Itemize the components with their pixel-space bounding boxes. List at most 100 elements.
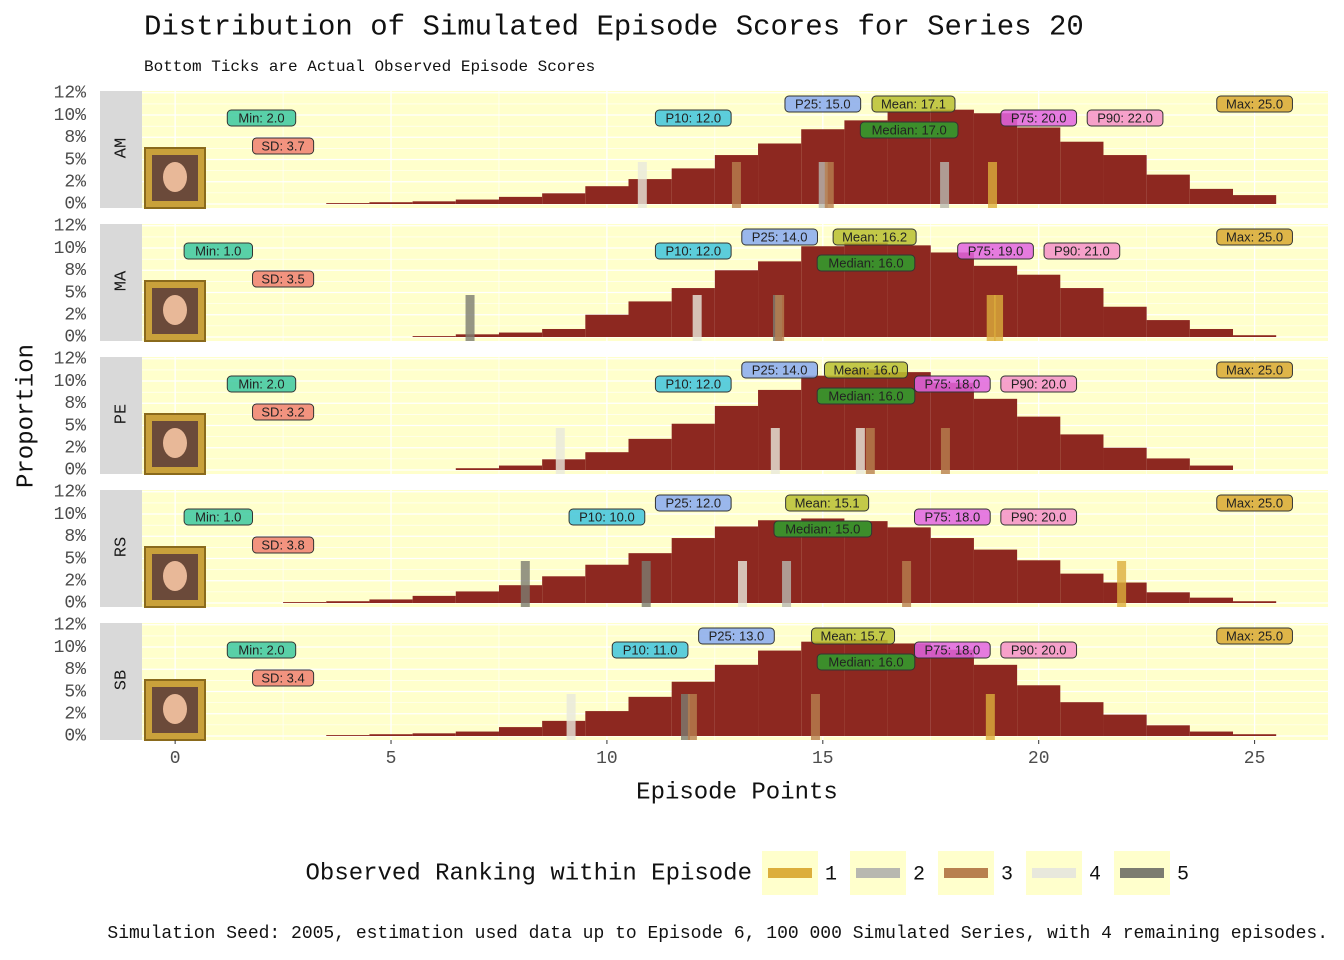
- stat-label: SD: 3.2: [261, 404, 304, 419]
- histogram-bar: [498, 332, 543, 337]
- stat-label-box: [1216, 627, 1293, 645]
- facet-strip: [100, 224, 142, 341]
- stat-label-box: [773, 520, 873, 538]
- histogram-bar: [326, 735, 370, 736]
- chart-title: Distribution of Simulated Episode Scores…: [144, 11, 1084, 44]
- stat-label-box: [784, 95, 862, 113]
- histogram-bar: [1146, 320, 1190, 337]
- facet-panel: 0%2% 5%8%10%12% AM Min: 2.0 SD: 3.7 P10: 12.0…: [54, 84, 1328, 215]
- stat-label-box: [1216, 494, 1293, 512]
- stat-label: P90: 20.0: [1011, 642, 1067, 657]
- facet-strip: [100, 91, 142, 208]
- legend-key: [944, 868, 988, 878]
- x-tick-label: 20: [1028, 749, 1050, 769]
- observed-tick: [775, 295, 785, 341]
- stat-label: Median: 15.0: [785, 521, 860, 536]
- stat-label-box: [654, 494, 732, 512]
- histogram-bar: [369, 599, 413, 603]
- stat-label: P75: 18.0: [925, 376, 981, 391]
- histogram-bar: [1103, 306, 1147, 337]
- caption: Simulation Seed: 2005, estimation used d…: [107, 924, 1328, 944]
- portrait-face: [163, 561, 187, 591]
- stat-label-box: [1000, 641, 1078, 659]
- stat-label: P25: 12.0: [665, 495, 721, 510]
- histogram-bar: [714, 664, 759, 736]
- observed-tick: [566, 694, 576, 740]
- histogram-bar: [1146, 725, 1190, 736]
- histogram-bar: [1060, 288, 1104, 337]
- portrait-face: [163, 428, 187, 458]
- stat-label: Min: 2.0: [238, 110, 284, 125]
- histogram-bar: [1060, 434, 1104, 470]
- histogram-bar: [1146, 174, 1190, 204]
- histogram-bar: [369, 734, 413, 736]
- histogram-bar: [498, 465, 543, 470]
- facet-strip: [100, 490, 142, 607]
- observed-tick: [818, 162, 828, 208]
- histogram-bar: [1060, 573, 1104, 603]
- stat-label-box: [1086, 109, 1164, 127]
- y-tick-label: 2%: [64, 439, 86, 459]
- stat-label: Min: 1.0: [195, 243, 241, 258]
- stat-label: P10: 11.0: [623, 642, 678, 657]
- facet-label: SB: [112, 670, 131, 690]
- legend-label: 2: [913, 863, 925, 886]
- stat-label: P75: 19.0: [968, 243, 1024, 258]
- y-tick-label: 0%: [64, 727, 86, 747]
- histogram-bar: [714, 526, 759, 603]
- histogram-bar: [1103, 155, 1147, 204]
- stat-label: Mean: 15.7: [821, 628, 886, 643]
- histogram-bar: [585, 186, 629, 204]
- facet-panel: 0%2% 5%8%10%12% PE Min: 2.0 SD: 3.2 P10: 12.0…: [54, 350, 1328, 481]
- stat-label-box: [226, 375, 297, 393]
- y-tick-label: 2%: [64, 306, 86, 326]
- stat-label: P25: 14.0: [752, 362, 808, 377]
- observed-tick: [737, 561, 747, 607]
- y-tick-label: 10%: [54, 106, 87, 126]
- stat-label-box: [832, 228, 917, 246]
- stat-label: P75: 18.0: [925, 642, 981, 657]
- stat-label-box: [654, 375, 732, 393]
- stat-label-box: [871, 95, 956, 113]
- histogram-bar: [1189, 731, 1234, 736]
- facet-strip: [100, 357, 142, 474]
- histogram-bar: [412, 201, 456, 204]
- histogram-bar: [628, 438, 672, 470]
- histogram-bar: [1189, 597, 1234, 603]
- facet-strip: [100, 623, 142, 740]
- stat-label-box: [252, 669, 315, 687]
- histogram-bar: [930, 382, 974, 470]
- stat-label: Max: 25.0: [1226, 229, 1283, 244]
- histogram-bar: [1017, 274, 1061, 337]
- y-tick-label: 8%: [64, 261, 86, 281]
- y-tick-label: 12%: [54, 616, 87, 636]
- histogram-bar: [1189, 188, 1234, 204]
- histogram-bar: [1146, 592, 1190, 603]
- y-tick-label: 8%: [64, 394, 86, 414]
- stat-label-box: [226, 641, 297, 659]
- observed-tick: [687, 694, 697, 740]
- y-axis-title: Proportion: [13, 344, 40, 488]
- stat-label-box: [1216, 361, 1293, 379]
- observed-tick: [902, 561, 912, 607]
- stat-label-box: [741, 361, 818, 379]
- facet-panel: 0%2% 5%8%10%12% SB Min: 2.0 SD: 3.4 P10: 11.0…: [54, 616, 1328, 747]
- histogram-bar: [542, 193, 586, 204]
- stat-label-box: [816, 653, 916, 671]
- y-tick-label: 0%: [64, 195, 86, 215]
- legend-key: [1120, 868, 1164, 878]
- stat-label-box: [183, 508, 254, 526]
- histogram-bar: [1017, 416, 1061, 470]
- stat-label: Median: 16.0: [828, 388, 903, 403]
- stat-label-box: [654, 242, 732, 260]
- stat-label-box: [252, 403, 315, 421]
- histogram-bar: [1017, 127, 1061, 204]
- facet-label: PE: [112, 404, 131, 424]
- stat-label-box: [913, 375, 991, 393]
- facet-panel: 0%2% 5%8%10%12% RS Min: 1.0 SD: 3.8 P10: 10.0…: [54, 483, 1328, 614]
- observed-tick: [855, 428, 865, 474]
- histogram-bar: [498, 585, 543, 603]
- observed-tick: [637, 162, 647, 208]
- stat-label: P25: 14.0: [752, 229, 808, 244]
